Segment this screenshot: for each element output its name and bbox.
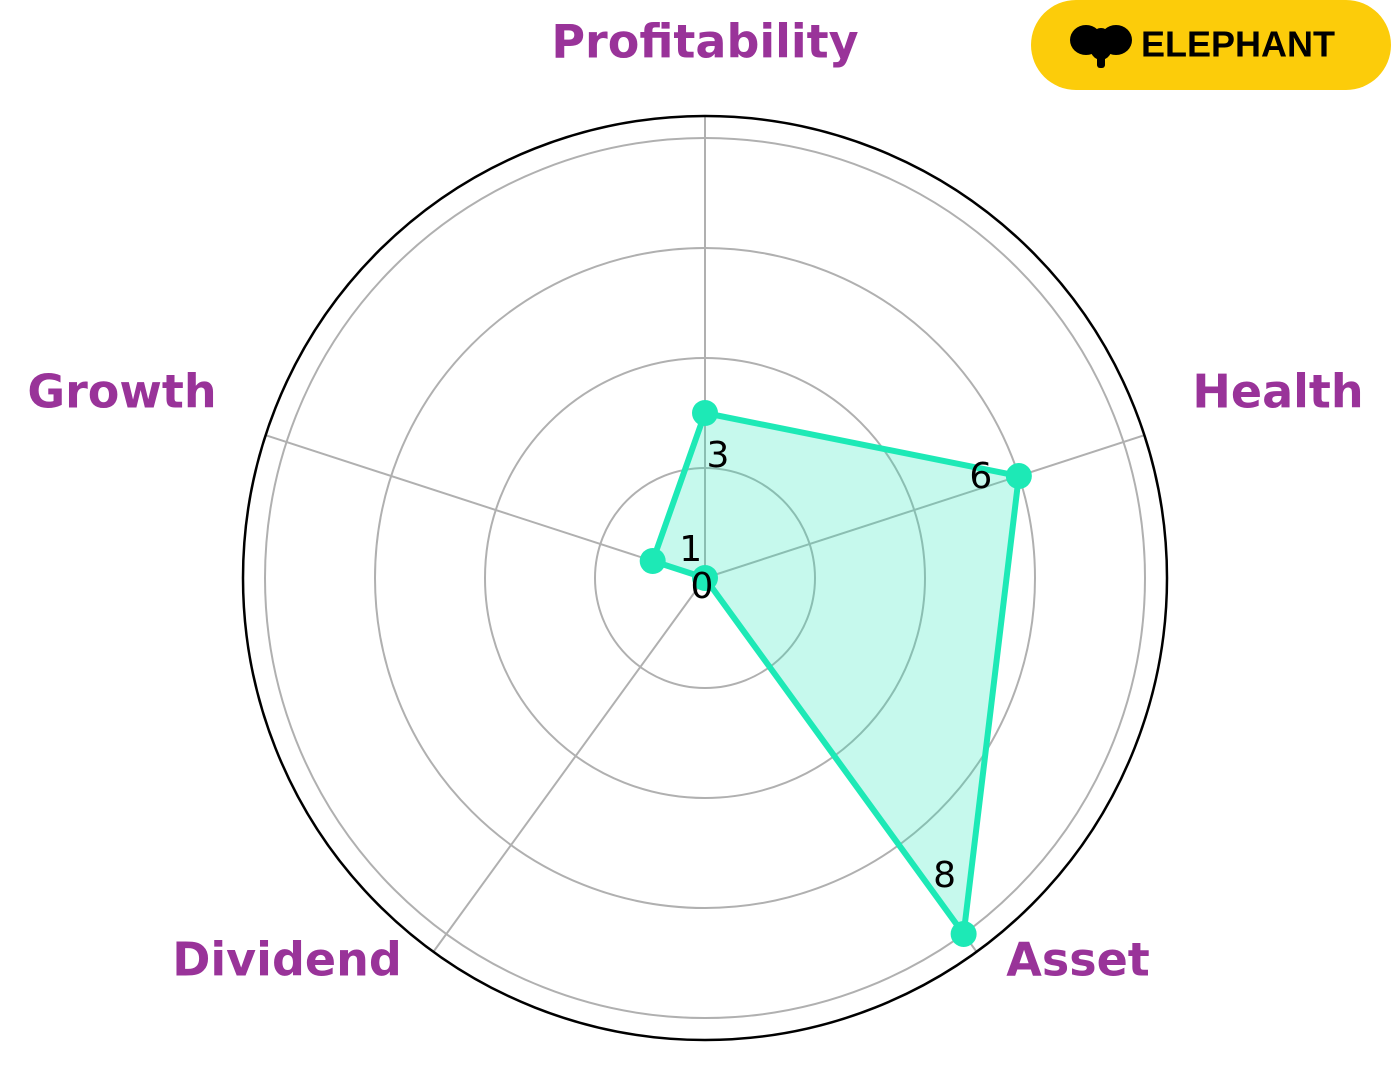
radar-point: [692, 400, 718, 426]
radar-point: [950, 920, 977, 947]
outer-frame: [241, 114, 1169, 1042]
radar-area: [652, 413, 1019, 934]
value-label: 3: [707, 435, 730, 476]
spoke: [265, 434, 706, 579]
radar-line: [649, 410, 1022, 937]
radar-point: [692, 565, 718, 591]
spoke: [432, 577, 706, 953]
category-label: Profitability: [551, 15, 858, 69]
value-label: 6: [969, 456, 992, 497]
value-label: 1: [679, 529, 702, 570]
category-label: Asset: [1006, 933, 1150, 987]
logo-text: ELEPHANT: [1141, 24, 1335, 65]
category-label: Health: [1192, 365, 1363, 419]
value-label: 8: [933, 855, 956, 896]
value-label: 0: [691, 566, 714, 607]
spoke: [704, 434, 1145, 579]
radar-point: [639, 548, 666, 575]
category-label: Dividend: [172, 933, 402, 987]
logo: ELEPHANT: [1031, 0, 1391, 90]
category-label: Growth: [27, 365, 216, 419]
logo-badge: [1031, 0, 1391, 90]
logo-icon: [1070, 25, 1132, 68]
radar-point: [1005, 463, 1032, 490]
